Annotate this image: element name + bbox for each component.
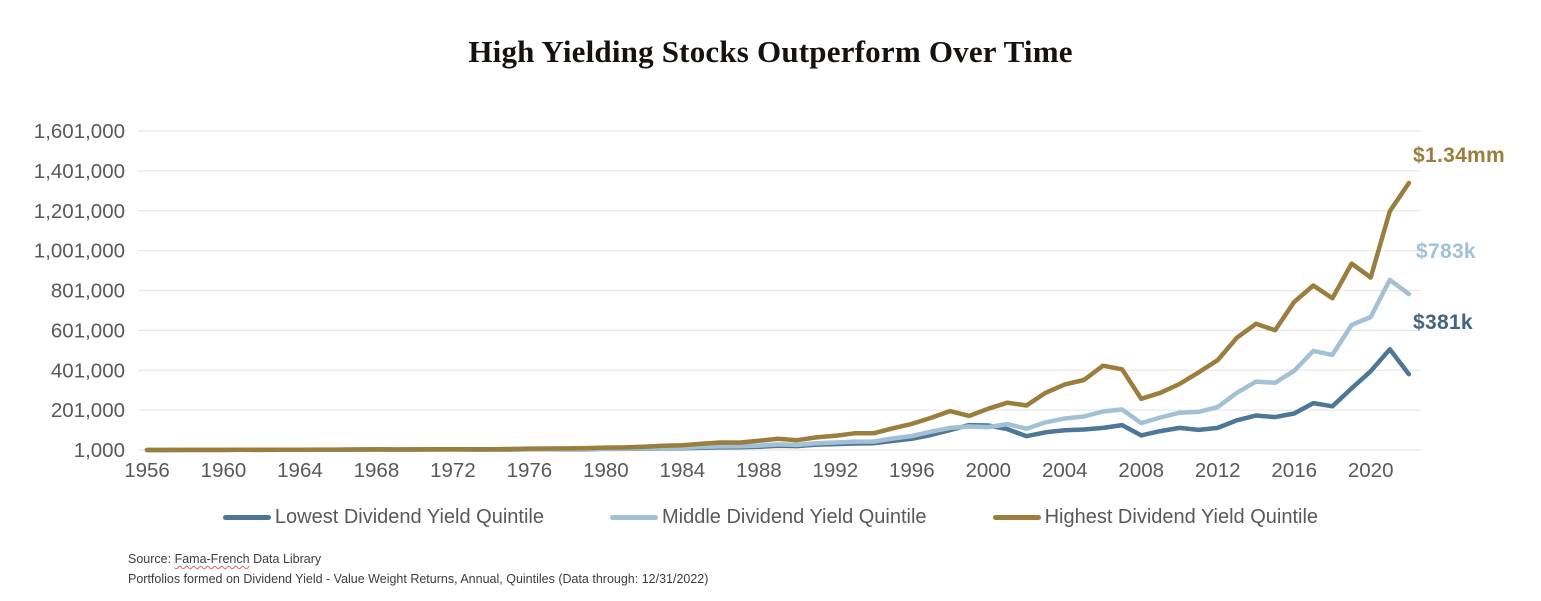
y-tick-label: 1,001,000 <box>34 240 125 263</box>
end-label-0: $1.34mm <box>1413 144 1505 167</box>
x-tick-label: 1960 <box>201 459 247 482</box>
footer: Source: Fama-French Data Library Portfol… <box>128 549 708 589</box>
x-tick-label: 1996 <box>889 459 935 482</box>
x-tick-label: 1984 <box>660 459 706 482</box>
x-tick-label: 1956 <box>124 459 170 482</box>
legend-swatch-icon <box>609 515 658 520</box>
gridlines <box>138 130 1421 451</box>
series-line-2 <box>144 180 1412 453</box>
x-tick-label: 2020 <box>1348 459 1394 482</box>
x-tick-label: 1980 <box>583 459 629 482</box>
x-tick-label: 2004 <box>1042 459 1088 482</box>
end-label-2: $381k <box>1413 311 1473 334</box>
legend-swatch-icon <box>992 515 1041 520</box>
y-axis-labels: 1,000 201,000 401,000 601,000 801,000 1,001,0… <box>34 120 125 462</box>
x-axis-labels: 1956 1960 1964 1968 1972 1976 1980 1984 1988 1992… <box>124 459 1393 482</box>
y-tick-label: 1,000 <box>74 439 125 462</box>
source-name: Fama-French <box>174 552 250 566</box>
x-tick-label: 1988 <box>736 459 782 482</box>
legend: Lowest Dividend Yield Quintile Middle Div… <box>0 506 1541 529</box>
x-tick-label: 1976 <box>507 459 553 482</box>
x-tick-label: 2016 <box>1271 459 1317 482</box>
y-tick-label: 1,201,000 <box>34 200 125 223</box>
series-line-1 <box>144 277 1412 453</box>
y-tick-label: 1,401,000 <box>34 160 125 183</box>
y-tick-label: 1,601,000 <box>34 120 125 143</box>
legend-swatch-icon <box>222 515 271 520</box>
y-tick-label: 201,000 <box>51 399 125 422</box>
y-tick-label: 401,000 <box>51 359 125 382</box>
x-tick-label: 1964 <box>277 459 323 482</box>
x-tick-label: 1992 <box>813 459 859 482</box>
legend-item-1: Middle Dividend Yield Quintile <box>609 506 927 529</box>
x-tick-label: 1968 <box>354 459 400 482</box>
series-line-0 <box>144 347 1412 453</box>
end-label-1: $783k <box>1416 240 1476 263</box>
source-line: Source: Fama-French Data Library <box>128 549 708 569</box>
x-tick-label: 2008 <box>1118 459 1164 482</box>
y-tick-label: 601,000 <box>51 319 125 342</box>
legend-item-0: Lowest Dividend Yield Quintile <box>222 506 544 529</box>
source-suffix: Data Library <box>249 552 322 566</box>
x-tick-label: 2012 <box>1195 459 1241 482</box>
legend-label: Highest Dividend Yield Quintile <box>1044 506 1319 528</box>
x-tick-label: 1972 <box>430 459 476 482</box>
legend-item-2: Highest Dividend Yield Quintile <box>992 506 1319 529</box>
methodology-note: Portfolios formed on Dividend Yield - Va… <box>128 572 709 586</box>
legend-label: Middle Dividend Yield Quintile <box>661 506 927 528</box>
y-tick-label: 801,000 <box>51 280 125 303</box>
legend-label: Lowest Dividend Yield Quintile <box>274 506 544 528</box>
x-tick-label: 2000 <box>965 459 1011 482</box>
source-prefix: Source: <box>128 552 175 566</box>
chart-title: High Yielding Stocks Outperform Over Tim… <box>468 34 1073 69</box>
